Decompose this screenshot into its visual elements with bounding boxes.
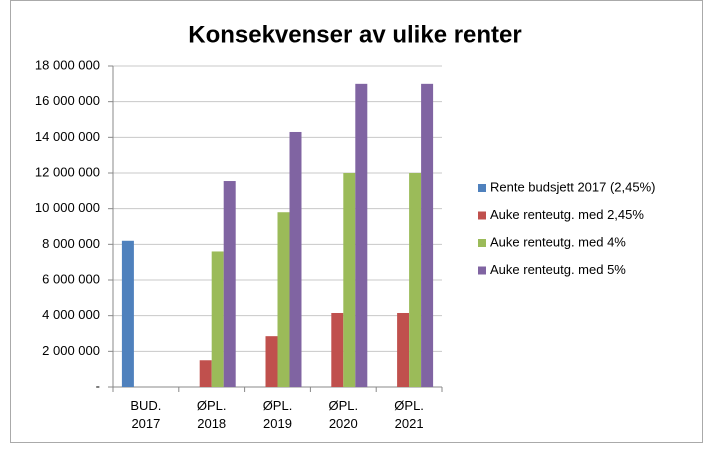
bar [409, 173, 422, 387]
legend-label: Rente budsjett 2017 (2,45%) [490, 179, 656, 194]
bar [199, 360, 212, 387]
bar [121, 240, 134, 387]
y-tick-label: 16 000 000 [35, 93, 100, 108]
y-tick-label: - [96, 378, 100, 393]
bar [265, 336, 278, 387]
y-tick-label: 14 000 000 [35, 129, 100, 144]
bar [331, 312, 344, 387]
x-tick-label: ØPL. 2019 [263, 398, 293, 431]
y-tick-label: 10 000 000 [35, 200, 100, 215]
bar [421, 83, 434, 387]
x-tick-label: ØPL. 2018 [197, 398, 227, 431]
y-tick-label: 8 000 000 [42, 236, 100, 251]
legend-swatch [478, 266, 486, 275]
legend-label: Auke renteutg. med 2,45% [490, 207, 644, 222]
x-tick-label: BUD. 2017 [130, 398, 161, 431]
y-tick-label: 12 000 000 [35, 164, 100, 179]
bar [289, 131, 302, 387]
bar [211, 251, 224, 387]
bar [343, 173, 356, 387]
y-tick-label: 4 000 000 [42, 307, 100, 322]
x-tick-label: ØPL. 2021 [394, 398, 424, 431]
bar [355, 83, 368, 387]
x-tick-label: ØPL. 2020 [328, 398, 358, 431]
chart-title: Konsekvenser av ulike renter [188, 21, 522, 48]
y-tick-label: 6 000 000 [42, 271, 100, 286]
y-tick-label: 2 000 000 [42, 343, 100, 358]
bar [223, 181, 236, 387]
legend-label: Auke renteutg. med 5% [490, 262, 626, 277]
legend-swatch [478, 184, 486, 192]
y-tick-label: 18 000 000 [35, 57, 100, 72]
legend-swatch [478, 239, 486, 247]
legend-swatch [478, 211, 486, 220]
bar [277, 212, 290, 387]
legend-label: Auke renteutg. med 4% [490, 234, 626, 249]
bar [397, 312, 410, 387]
